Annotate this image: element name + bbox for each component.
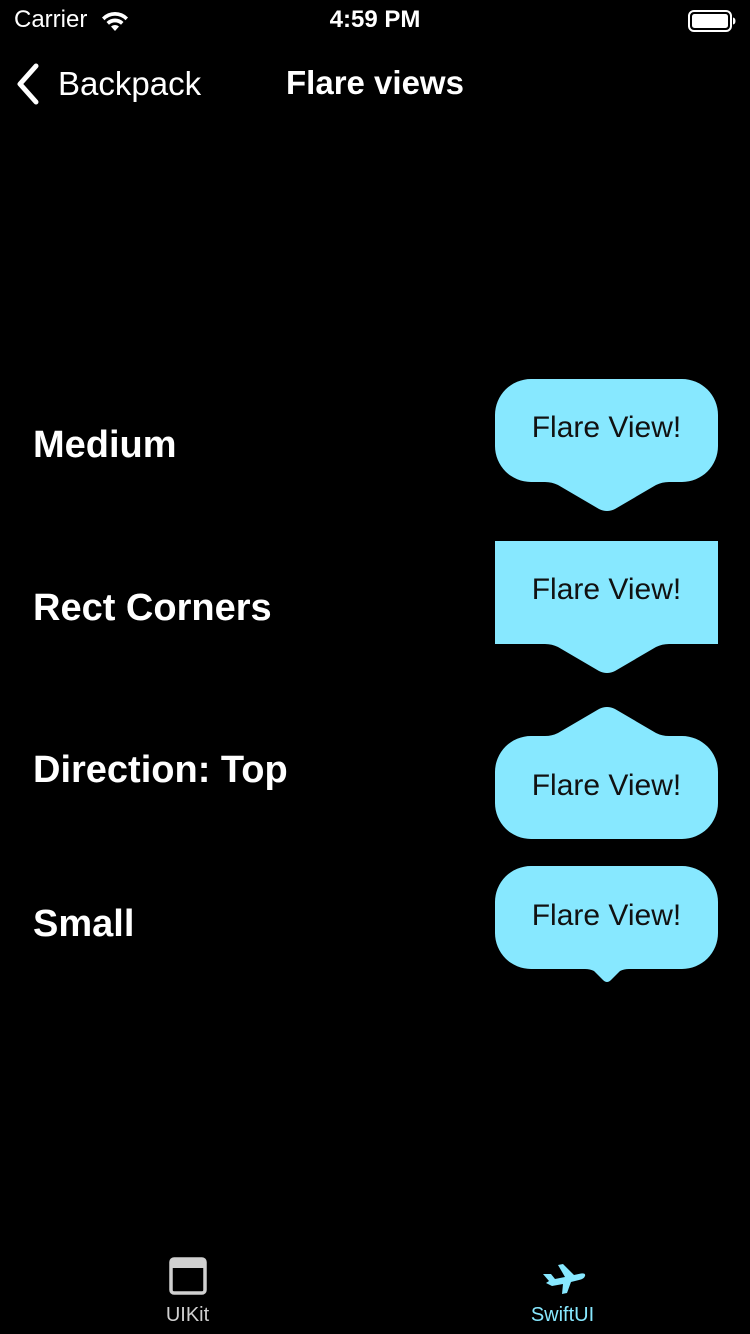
row-label-small: Small (33, 903, 135, 945)
status-bar: Carrier 4:59 PM (0, 0, 750, 40)
wifi-icon (102, 11, 128, 31)
flare-text-medium: Flare View! (531, 411, 682, 444)
flare-text-direction-top: Flare View! (531, 769, 682, 802)
flare-view-rect-corners: Flare View! (495, 541, 718, 675)
window-icon (168, 1257, 207, 1295)
flare-shape-medium (495, 379, 718, 511)
clock: 4:59 PM (329, 6, 421, 33)
flare-shape-rect-corners (495, 541, 718, 673)
back-button-label: Backpack (58, 65, 202, 102)
flare-view-medium: Flare View! (495, 379, 718, 513)
page-title: Flare views (286, 64, 464, 101)
flare-shape-direction-top (495, 707, 718, 839)
row-label-direction-top: Direction: Top (33, 749, 288, 791)
airplane-icon (542, 1264, 585, 1294)
tab-uikit[interactable]: UIKit (0, 1236, 375, 1334)
tab-bar: UIKit SwiftUI (0, 1236, 750, 1334)
tab-swiftui[interactable]: SwiftUI (375, 1236, 750, 1334)
flare-view-direction-top: Flare View! (495, 705, 718, 839)
carrier-label: Carrier (14, 6, 88, 33)
flare-view-small: Flare View! (495, 866, 718, 986)
battery-icon (688, 10, 736, 32)
navigation-bar: Backpack Flare views (0, 40, 750, 128)
flare-text-rect-corners: Flare View! (531, 573, 682, 606)
flare-text-small: Flare View! (531, 899, 682, 932)
row-label-rect-corners: Rect Corners (33, 587, 272, 629)
tab-uikit-label: UIKit (165, 1304, 210, 1326)
row-label-medium: Medium (33, 424, 177, 466)
flare-shape-small (495, 866, 718, 982)
chevron-left-icon (17, 63, 39, 105)
back-button[interactable]: Backpack (14, 60, 201, 108)
tab-swiftui-label: SwiftUI (530, 1304, 595, 1326)
